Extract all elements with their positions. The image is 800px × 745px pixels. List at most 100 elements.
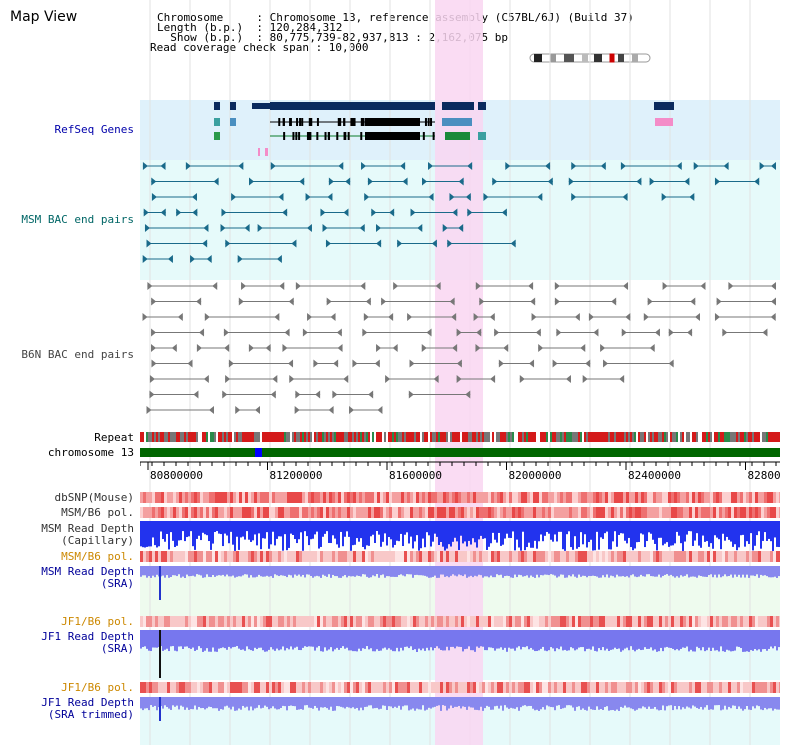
capillary-depth-bar: [188, 521, 190, 537]
jf1-b6-pol-2-cell: [329, 682, 332, 693]
msm-b6-pol-cell: [206, 507, 209, 518]
jf1-sra-depth-bar: [360, 630, 362, 651]
msm-sra-depth-bar: [694, 566, 696, 577]
jf1-sra-depth-bar: [326, 630, 328, 651]
msm-b6-pol-cell: [767, 507, 770, 518]
msm-bac-pair-end: [202, 239, 208, 248]
repeat-cell: [166, 432, 168, 442]
msm-b6-pol-cell: [146, 507, 149, 518]
jf1-sra-depth-bar: [382, 630, 384, 649]
jf1-sra-depth-bar: [354, 630, 356, 652]
msm-b6-pol-cell: [191, 507, 194, 518]
b6n-bac-pair-end: [333, 359, 339, 368]
b6n-bac-pair-end: [360, 282, 366, 290]
jf1-sra-depth-bar: [552, 630, 554, 649]
b6n-bac-pair-end: [288, 297, 294, 306]
capillary-depth-bar: [332, 521, 334, 536]
genome-track-area[interactable]: 80800000 81200000 81600000 82000000 82400000…: [140, 0, 780, 745]
b6n-bac-label[interactable]: B6N BAC end pairs: [21, 348, 134, 361]
repeat-cell: [754, 432, 756, 442]
capillary-depth-bar: [164, 521, 166, 542]
repeat-cell: [724, 432, 726, 442]
msm-b6-pol-label-2[interactable]: MSM/B6 pol.: [61, 550, 134, 563]
jf1-sra-depth-bar: [188, 630, 190, 649]
jf1-trimmed-depth-bar: [624, 697, 626, 706]
jf1-b6-pol-2-cell: [485, 682, 488, 693]
dbsnp-cell: [563, 492, 566, 503]
repeat-cell: [570, 432, 572, 442]
msm-b6-pol-2-cell: [566, 551, 569, 562]
msm-sra-depth-bar: [274, 566, 276, 575]
msm-sra-depth-bar: [222, 566, 224, 575]
capillary-depth-bar: [550, 521, 552, 540]
repeat-cell: [176, 432, 178, 442]
repeat-cell: [204, 432, 206, 442]
msm-b6-pol-cell: [302, 507, 305, 518]
msm-b6-pol-2-cell: [533, 551, 536, 562]
jf1-b6-pol-2-cell: [710, 682, 713, 693]
repeat-cell: [594, 432, 596, 442]
jf1-sra-depth-bar: [750, 630, 752, 651]
jf1-b6-pol-label-2[interactable]: JF1/B6 pol.: [61, 681, 134, 694]
msm-sra-depth-bar: [662, 566, 664, 576]
msm-sra-depth-bar: [402, 566, 404, 576]
repeat-cell: [496, 432, 498, 442]
repeat-cell: [652, 432, 654, 442]
msm-b6-pol-2-cell: [581, 551, 584, 562]
jf1-sra-depth-bar: [298, 630, 300, 651]
jf1-sra-depth-bar: [396, 630, 398, 648]
dbsnp-cell: [326, 492, 329, 503]
jf1-trimmed-depth-bar: [576, 697, 578, 707]
msm-b6-pol-2-cell: [284, 551, 287, 562]
jf1-trimmed-depth-bar: [228, 697, 230, 708]
jf1-read-depth-sra-label[interactable]: JF1 Read Depth: [41, 630, 134, 643]
gene-block: [442, 102, 474, 110]
msm-b6-pol-label[interactable]: MSM/B6 pol.: [61, 506, 134, 519]
msm-read-depth-sra-label[interactable]: MSM Read Depth: [41, 565, 134, 578]
capillary-depth-bar: [162, 521, 164, 540]
jf1-b6-pol-2-cell: [716, 682, 719, 693]
b6n-bac-pair-end: [196, 344, 202, 352]
capillary-depth-bar: [612, 521, 614, 542]
msm-bac-pair-end: [231, 193, 237, 201]
jf1-sra-depth-bar: [586, 630, 588, 649]
jf1-sra-depth-bar: [302, 630, 304, 648]
capillary-depth-bar: [752, 521, 754, 551]
b6n-bac-pair-end: [722, 328, 728, 337]
msm-bac-pair-end: [649, 177, 655, 186]
jf1-b6-pol-2-cell: [293, 682, 296, 693]
dbsnp-label[interactable]: dbSNP(Mouse): [54, 491, 134, 504]
jf1-sra-depth-bar: [640, 630, 642, 651]
msm-bac-pair-end: [327, 193, 333, 201]
jf1-sra-depth-bar: [648, 630, 650, 649]
repeat-cell: [414, 432, 416, 442]
b6n-bac-pair-end: [228, 359, 234, 368]
repeat-cell: [258, 432, 260, 442]
dbsnp-cell: [536, 492, 539, 503]
jf1-trimmed-depth-bar: [550, 697, 552, 707]
jf1-b6-pol-cell: [338, 616, 341, 627]
msm-b6-pol-cell: [722, 507, 725, 518]
jf1-sra-depth-bar: [144, 630, 146, 647]
msm-b6-pol-cell: [680, 507, 683, 518]
msm-sra-depth-bar: [338, 566, 340, 578]
repeat-cell: [218, 432, 220, 442]
msm-b6-pol-cell: [245, 507, 248, 518]
b6n-bac-pair-end: [337, 344, 343, 352]
msm-sra-depth-bar: [494, 566, 496, 578]
capillary-depth-bar: [338, 521, 340, 548]
capillary-depth-bar: [584, 521, 586, 535]
gene-exon: [306, 132, 309, 140]
jf1-sra-depth-bar: [502, 630, 504, 650]
jf1-trimmed-depth-bar: [164, 697, 166, 706]
jf1-b6-pol-label[interactable]: JF1/B6 pol.: [61, 615, 134, 628]
gene-block: [655, 118, 673, 126]
refseq-genes-label[interactable]: RefSeq Genes: [54, 123, 134, 136]
jf1-b6-pol-2-cell: [224, 682, 227, 693]
msm-bac-label[interactable]: MSM BAC end pairs: [21, 213, 134, 226]
jf1-read-depth-trimmed-label[interactable]: JF1 Read Depth: [41, 696, 134, 709]
msm-b6-pol-2-cell: [476, 551, 479, 562]
msm-sra-depth-bar: [516, 566, 518, 578]
jf1-sra-depth-bar: [164, 630, 166, 650]
msm-read-depth-capillary-label[interactable]: MSM Read Depth: [41, 522, 134, 535]
